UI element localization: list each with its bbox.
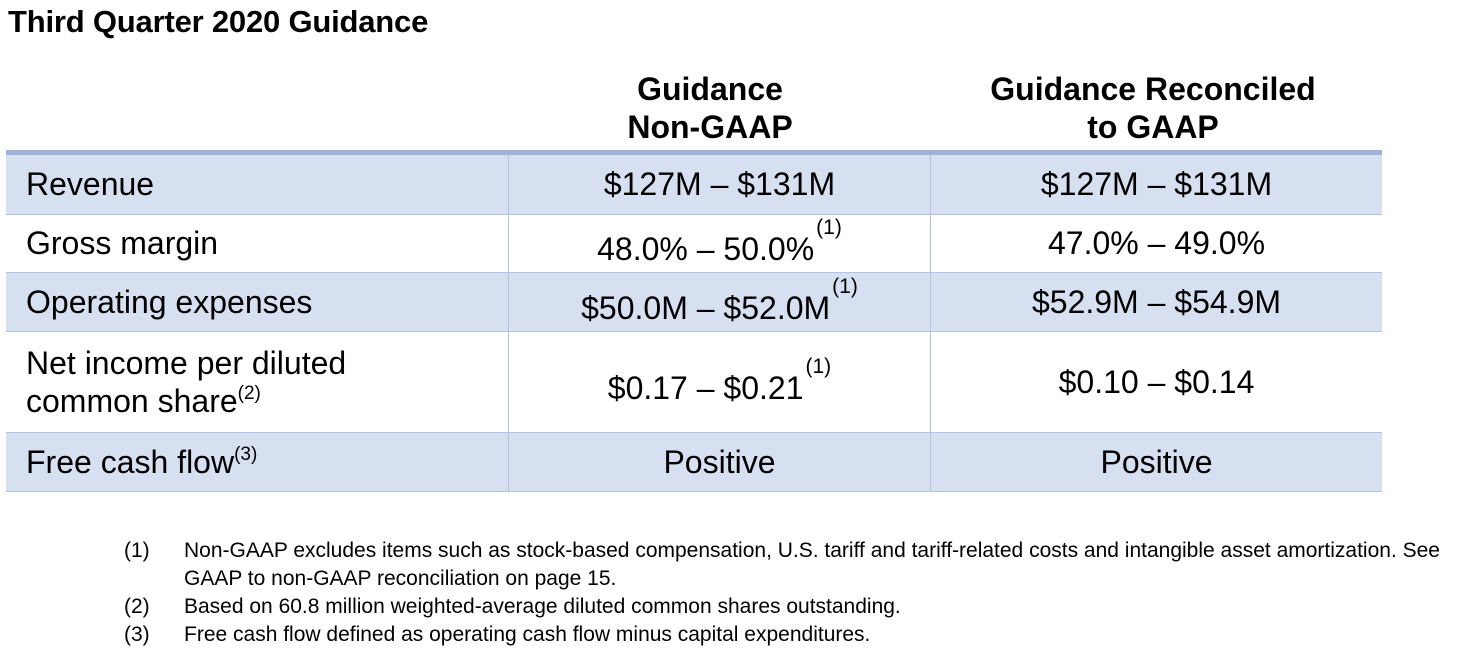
page-title: Third Quarter 2020 Guidance — [8, 4, 429, 39]
gaap-cell: $52.9M – $54.9M — [930, 272, 1382, 332]
metric-cell: Operating expenses — [6, 272, 509, 332]
nongaap-value: $0.17 – $0.21 — [607, 369, 804, 406]
nongaap-value-wrap: $50.0M – $52.0M(1) — [581, 275, 858, 326]
metric-cell: Gross margin — [6, 214, 509, 273]
table-row-operating-expenses: Operating expenses $50.0M – $52.0M(1) $5… — [6, 272, 1382, 332]
gaap-value: $127M – $131M — [1040, 166, 1273, 202]
footnote-number: (1) — [124, 539, 150, 562]
footnote-number: (3) — [124, 623, 150, 646]
column-header-line: Non-GAAP — [627, 109, 793, 145]
metric-label-line: Net income per diluted — [26, 345, 347, 381]
nongaap-value: $50.0M – $52.0M — [581, 289, 831, 326]
nongaap-cell: 48.0% – 50.0%(1) — [507, 214, 931, 273]
nongaap-value-wrap: 48.0% – 50.0%(1) — [597, 216, 842, 267]
metric-label: Revenue — [26, 166, 155, 202]
footnote-ref: (1) — [832, 274, 858, 298]
footnote-text: Free cash flow defined as operating cash… — [184, 623, 871, 646]
nongaap-cell: $0.17 – $0.21(1) — [507, 331, 931, 433]
column-header-nongaap: Guidance Non-GAAP — [498, 70, 922, 146]
table-row-revenue: Revenue $127M – $131M $127M – $131M — [6, 152, 1382, 215]
footnote-number: (2) — [124, 595, 150, 618]
gaap-value: $0.10 – $0.14 — [1058, 363, 1255, 400]
column-header-gaap: Guidance Reconciled to GAAP — [924, 70, 1382, 146]
column-header-line: to GAAP — [1087, 109, 1219, 145]
nongaap-value: 48.0% – 50.0% — [597, 231, 815, 267]
nongaap-value: $127M – $131M — [603, 166, 836, 202]
footnote-ref: (3) — [234, 443, 258, 465]
gaap-value: Positive — [1100, 443, 1213, 480]
footnote-ref: (1) — [805, 354, 832, 378]
metric-label-line-wrap: common share(2) — [26, 382, 508, 420]
nongaap-value: Positive — [663, 443, 776, 480]
gaap-cell: $0.10 – $0.14 — [930, 331, 1382, 433]
footnote-item: (3) Free cash flow defined as operating … — [124, 621, 1474, 649]
metric-label-line: common share — [26, 383, 238, 419]
footnote-item: (2) Based on 60.8 million weighted-avera… — [124, 593, 1474, 621]
gaap-value: 47.0% – 49.0% — [1047, 225, 1266, 261]
metric-cell: Revenue — [6, 152, 509, 215]
footnote-text: Based on 60.8 million weighted-average d… — [184, 595, 901, 618]
metric-cell: Net income per diluted common share(2) — [6, 331, 509, 433]
footnote-text: Non-GAAP excludes items such as stock-ba… — [184, 539, 1440, 590]
footnotes: (1) Non-GAAP excludes items such as stoc… — [124, 537, 1474, 649]
table-row-free-cash-flow: Free cash flow(3) Positive Positive — [6, 432, 1382, 492]
table-row-net-income: Net income per diluted common share(2) $… — [6, 331, 1382, 433]
metric-label: Gross margin — [26, 225, 219, 261]
metric-label: Operating expenses — [26, 283, 313, 320]
column-header-line: Guidance Reconciled — [990, 71, 1316, 107]
table-row-gross-margin: Gross margin 48.0% – 50.0%(1) 47.0% – 49… — [6, 214, 1382, 273]
metric-label: Free cash flow — [26, 443, 235, 480]
nongaap-cell: $50.0M – $52.0M(1) — [507, 272, 931, 332]
guidance-table: Revenue $127M – $131M $127M – $131M Gros… — [6, 150, 1382, 492]
footnote-ref: (1) — [816, 216, 842, 239]
nongaap-cell: $127M – $131M — [507, 152, 931, 215]
gaap-cell: 47.0% – 49.0% — [930, 214, 1382, 273]
footnote-item: (1) Non-GAAP excludes items such as stoc… — [124, 537, 1474, 593]
nongaap-cell: Positive — [507, 432, 931, 492]
gaap-cell: Positive — [930, 432, 1382, 492]
nongaap-value-wrap: $0.17 – $0.21(1) — [607, 355, 831, 406]
metric-cell: Free cash flow(3) — [6, 432, 509, 492]
column-header-line: Guidance — [637, 71, 783, 107]
gaap-cell: $127M – $131M — [930, 152, 1382, 215]
gaap-value: $52.9M – $54.9M — [1031, 283, 1282, 320]
footnote-ref: (2) — [237, 383, 261, 404]
